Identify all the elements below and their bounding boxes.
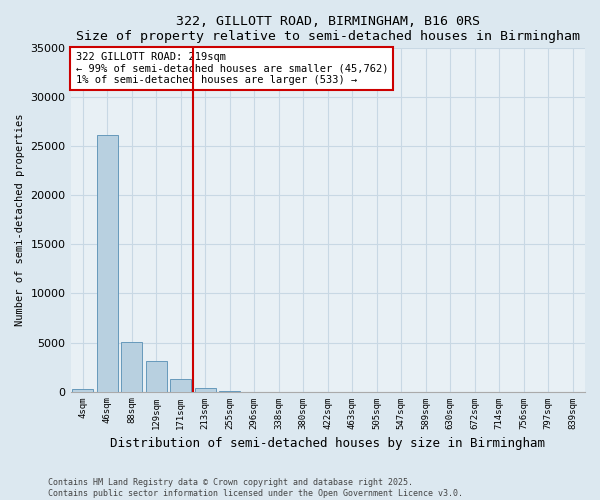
- Y-axis label: Number of semi-detached properties: Number of semi-detached properties: [15, 114, 25, 326]
- Bar: [97, 134, 118, 392]
- Bar: [170, 380, 191, 392]
- Text: Contains HM Land Registry data © Crown copyright and database right 2025.
Contai: Contains HM Land Registry data © Crown c…: [48, 478, 463, 498]
- Text: 322 GILLOTT ROAD: 219sqm
← 99% of semi-detached houses are smaller (45,762)
1% o: 322 GILLOTT ROAD: 219sqm ← 99% of semi-d…: [76, 52, 388, 85]
- X-axis label: Distribution of semi-detached houses by size in Birmingham: Distribution of semi-detached houses by …: [110, 437, 545, 450]
- Bar: [146, 361, 167, 392]
- Bar: [121, 342, 142, 392]
- Bar: [220, 390, 240, 392]
- Bar: [73, 389, 93, 392]
- Title: 322, GILLOTT ROAD, BIRMINGHAM, B16 0RS
Size of property relative to semi-detache: 322, GILLOTT ROAD, BIRMINGHAM, B16 0RS S…: [76, 15, 580, 43]
- Bar: [195, 388, 215, 392]
